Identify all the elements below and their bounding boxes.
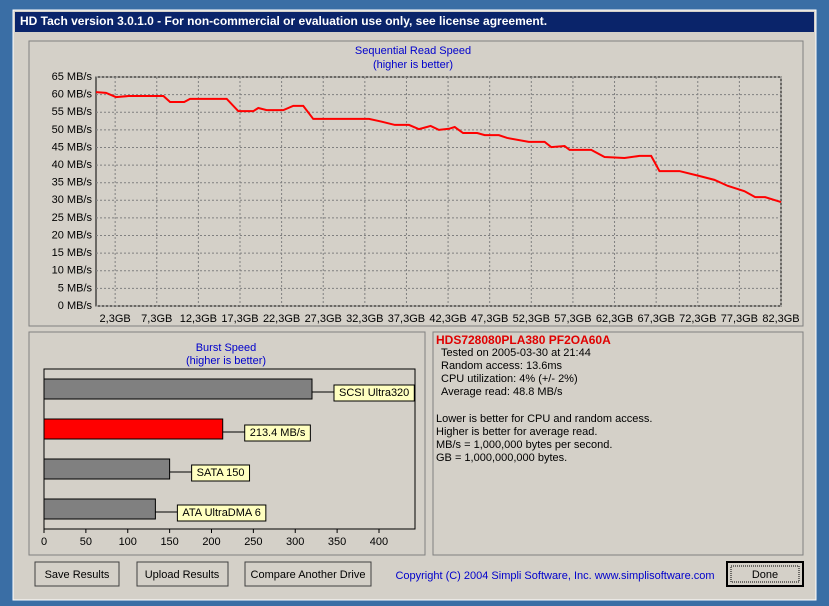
button-frame[interactable]: [136, 561, 229, 587]
button[interactable]: Upload Results: [136, 561, 229, 587]
x-tick-label: 57,3GB: [554, 313, 591, 325]
x-tick-label: 67,3GB: [637, 313, 674, 325]
x-tick-label: 300: [286, 536, 304, 548]
x-tick-label: 12,3GB: [180, 313, 217, 325]
x-tick-label: 250: [244, 536, 262, 548]
y-tick-label: 50 MB/s: [52, 124, 93, 136]
y-tick-label: 15 MB/s: [52, 247, 93, 259]
category-label: SCSI Ultra320: [339, 387, 409, 399]
button[interactable]: Done: [726, 561, 804, 587]
bar: [43, 458, 171, 480]
category-label: SATA 150: [197, 467, 245, 479]
x-tick-label: 2,3GB: [100, 313, 131, 325]
x-tick-label: 0: [41, 536, 47, 548]
y-tick-label: 10 MB/s: [52, 265, 93, 277]
bar: [43, 418, 224, 440]
window-title: HD Tach version 3.0.1.0 - For non-commer…: [20, 14, 547, 28]
y-tick-label: 25 MB/s: [52, 212, 93, 224]
x-tick-label: 77,3GB: [721, 313, 758, 325]
value-label: 213.4 MB/s: [250, 427, 306, 439]
drive-name: HDS728080PLA380 PF2OA60A: [436, 333, 611, 347]
y-tick-label: 45 MB/s: [52, 141, 93, 153]
y-tick-label: 20 MB/s: [52, 229, 93, 241]
button[interactable]: Compare Another Drive: [244, 561, 372, 587]
x-tick-label: 52,3GB: [513, 313, 550, 325]
info-note: MB/s = 1,000,000 bytes per second.: [436, 439, 612, 451]
x-tick-label: 100: [119, 536, 137, 548]
info-note: GB = 1,000,000,000 bytes.: [436, 452, 567, 464]
info-note: Lower is better for CPU and random acces…: [436, 413, 652, 425]
x-tick-label: 22,3GB: [263, 313, 300, 325]
button[interactable]: Save Results: [34, 561, 120, 587]
info-line: Average read: 48.8 MB/s: [441, 386, 563, 398]
y-tick-label: 35 MB/s: [52, 177, 93, 189]
button-frame[interactable]: [244, 561, 372, 587]
chart-subtitle: (higher is better): [186, 355, 266, 367]
info-line: Tested on 2005-03-30 at 21:44: [441, 347, 591, 359]
x-tick-label: 50: [80, 536, 92, 548]
bar-label-box: [191, 464, 251, 482]
bar: [43, 378, 313, 400]
x-tick-label: 7,3GB: [141, 313, 172, 325]
copyright: Copyright (C) 2004 Simpli Software, Inc.…: [395, 570, 714, 582]
info-note: Higher is better for average read.: [436, 426, 597, 438]
bar: [43, 498, 156, 520]
y-tick-label: 0 MB/s: [58, 300, 93, 312]
x-tick-label: 62,3GB: [596, 313, 633, 325]
focus-ring: [730, 565, 800, 583]
x-tick-label: 17,3GB: [221, 313, 258, 325]
x-tick-label: 150: [160, 536, 178, 548]
y-tick-label: 40 MB/s: [52, 159, 93, 171]
read-plot-area: [95, 76, 782, 307]
x-tick-label: 400: [370, 536, 388, 548]
bar-label-box: [333, 384, 415, 402]
y-tick-label: 30 MB/s: [52, 194, 93, 206]
x-tick-label: 350: [328, 536, 346, 548]
y-tick-label: 5 MB/s: [58, 282, 93, 294]
y-tick-label: 55 MB/s: [52, 106, 93, 118]
button-label[interactable]: Save Results: [45, 569, 110, 581]
info-panel: [432, 331, 804, 556]
chart-title: Burst Speed: [196, 342, 257, 354]
category-label: ATA UltraDMA 6: [182, 507, 260, 519]
chart-title: Sequential Read Speed: [355, 45, 471, 57]
title-bar: [15, 12, 814, 32]
chart-subtitle: (higher is better): [373, 59, 453, 71]
read-speed-line: [95, 91, 782, 204]
x-tick-label: 32,3GB: [346, 313, 383, 325]
info-line: CPU utilization: 4% (+/- 2%): [441, 373, 578, 385]
button-label[interactable]: Done: [752, 569, 778, 581]
y-tick-label: 60 MB/s: [52, 89, 93, 101]
bar-label-box: [244, 424, 311, 442]
y-tick-label: 65 MB/s: [52, 71, 93, 83]
button-frame[interactable]: [34, 561, 120, 587]
x-tick-label: 42,3GB: [429, 313, 466, 325]
x-tick-label: 27,3GB: [305, 313, 342, 325]
info-line: Random access: 13.6ms: [441, 360, 563, 372]
x-tick-label: 72,3GB: [679, 313, 716, 325]
button-label[interactable]: Upload Results: [145, 569, 220, 581]
x-tick-label: 47,3GB: [471, 313, 508, 325]
x-tick-label: 82,3GB: [762, 313, 799, 325]
x-tick-label: 200: [202, 536, 220, 548]
button-label[interactable]: Compare Another Drive: [251, 569, 366, 581]
x-tick-label: 37,3GB: [388, 313, 425, 325]
bar-label-box: [176, 504, 267, 522]
